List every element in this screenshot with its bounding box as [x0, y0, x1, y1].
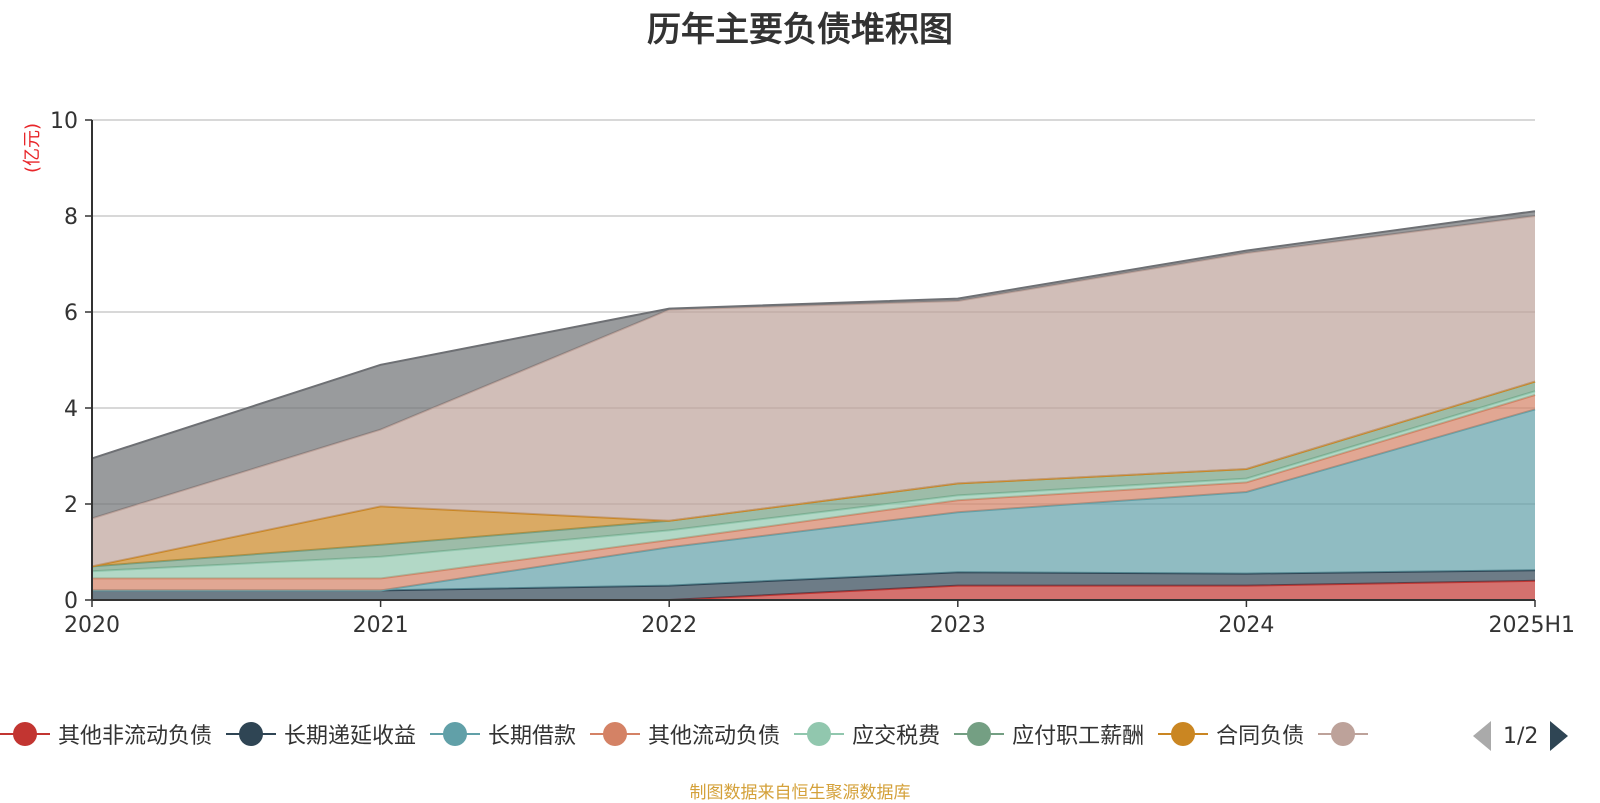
y-tick-label: 4 — [64, 397, 78, 422]
legend-label: 应交税费 — [852, 724, 941, 749]
legend-marker-icon — [590, 721, 641, 747]
y-tick-label: 6 — [64, 301, 78, 326]
legend-label: 其他流动负债 — [648, 724, 781, 749]
source-note: 制图数据来自恒生聚源数据库 — [689, 783, 911, 803]
x-tick-label: 2023 — [930, 613, 986, 638]
legend-item[interactable]: 长期递延收益 — [226, 718, 416, 750]
area-series-line-8 — [91, 210, 1536, 460]
legend-label: 合同负债 — [1216, 724, 1305, 749]
legend-next-page-icon[interactable] — [1550, 721, 1569, 751]
legend-marker-icon — [1318, 721, 1369, 747]
stacked-areas — [91, 210, 1536, 601]
legend-page-indicator: 1/2 — [1503, 723, 1539, 749]
legend-label: 其他非流动负债 — [58, 724, 213, 749]
y-tick-label: 0 — [64, 589, 78, 614]
legend-marker-icon — [1158, 721, 1209, 747]
axes: 0 2 4 6 8 10 2020 2021 2022 2023 2024 2025H1 — [50, 109, 1575, 638]
x-tick-label: 2022 — [641, 613, 697, 638]
area-series-5[interactable] — [92, 381, 1535, 572]
x-tick-label: 2025H1 — [1488, 613, 1575, 638]
legend-marker-icon — [226, 721, 277, 747]
legend-pager: 1/2 — [1473, 718, 1569, 754]
area-series-1[interactable] — [92, 570, 1535, 600]
area-series-6[interactable] — [92, 381, 1535, 567]
chart-plot: 0 2 4 6 8 10 2020 2021 2022 2023 2024 2025H1 — [50, 109, 1575, 638]
legend-item[interactable]: 长期借款 — [430, 718, 576, 750]
legend-label: 长期借款 — [488, 724, 577, 749]
x-tick-label: 2021 — [353, 613, 409, 638]
y-tick-label: 10 — [50, 109, 78, 134]
chart-title: 历年主要负债堆积图 — [647, 10, 953, 50]
legend-item[interactable]: 其他非流动负债 — [0, 718, 212, 750]
legend-marker-icon — [794, 721, 845, 747]
legend-item[interactable]: 合同负债 — [1158, 718, 1304, 750]
x-tick-label: 2020 — [64, 613, 120, 638]
legend-item[interactable]: 其他流动负债 — [590, 718, 780, 750]
legend: 其他非流动负债 长期递延收益 长期借款 其他流动负债 应交税费 应付职工薪酬 合同负债 — [0, 718, 1470, 754]
area-series-2[interactable] — [92, 409, 1535, 591]
area-series-7[interactable] — [92, 216, 1535, 567]
y-tick-label: 2 — [64, 493, 78, 518]
legend-label: 应付职工薪酬 — [1012, 724, 1145, 749]
legend-label: 长期递延收益 — [284, 724, 417, 749]
legend-item[interactable]: 应付职工薪酬 — [954, 718, 1144, 750]
legend-prev-page-icon[interactable] — [1473, 721, 1491, 751]
legend-marker-icon — [430, 721, 481, 747]
y-tick-label: 8 — [64, 205, 78, 230]
legend-marker-icon — [954, 721, 1005, 747]
legend-item[interactable]: 应交税费 — [794, 718, 940, 750]
legend-item-partial[interactable] — [1318, 721, 1376, 747]
legend-marker-icon — [0, 721, 50, 747]
x-tick-label: 2024 — [1218, 613, 1274, 638]
